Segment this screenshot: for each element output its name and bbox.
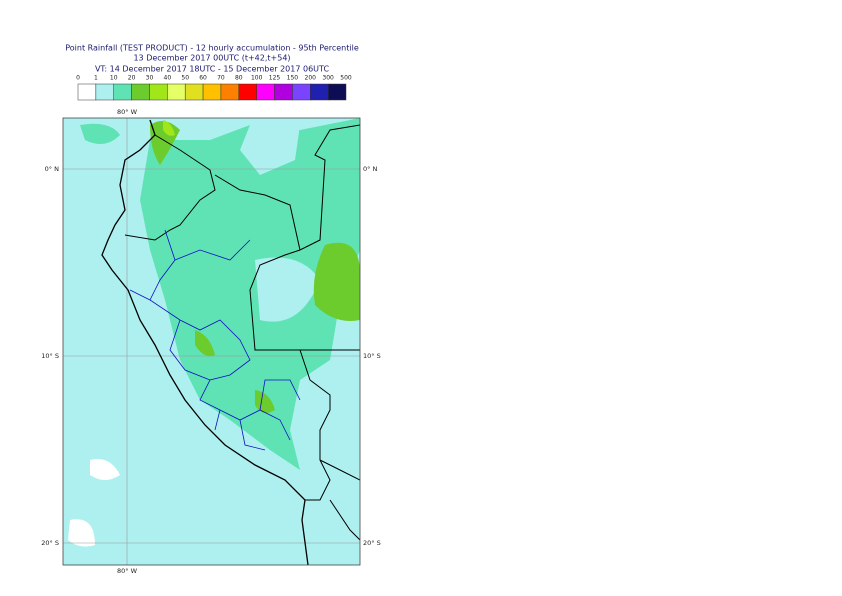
rain-area xyxy=(80,123,120,144)
legend-swatch xyxy=(256,83,275,101)
legend-threshold: 500 xyxy=(340,75,352,82)
dry-area xyxy=(68,519,95,547)
country-border xyxy=(124,124,360,541)
legend-threshold: 100 xyxy=(251,75,263,82)
rain-area xyxy=(313,242,360,321)
rain-area xyxy=(195,330,215,357)
legend-swatch xyxy=(274,83,293,101)
lat-label: 20° S xyxy=(363,539,381,547)
lat-label: 0° N xyxy=(45,165,59,173)
lat-label: 0° N xyxy=(363,165,377,173)
legend-swatch xyxy=(131,83,150,101)
legend-swatch xyxy=(113,83,132,101)
legend-swatch xyxy=(327,83,347,101)
map-frame xyxy=(62,117,361,566)
lat-label: 10° S xyxy=(41,352,59,360)
map-area xyxy=(63,118,360,565)
legend-swatch xyxy=(149,83,168,101)
legend-threshold: 10 xyxy=(110,75,118,82)
graticule xyxy=(63,118,360,565)
dry-area xyxy=(90,459,120,480)
legend-threshold: 1 xyxy=(94,75,98,82)
legend-swatch xyxy=(310,83,329,101)
rain-area xyxy=(163,120,175,136)
legend-swatch xyxy=(238,83,257,101)
lat-label: 10° S xyxy=(363,352,381,360)
legend-swatch xyxy=(202,83,222,101)
legend-swatch xyxy=(220,83,240,101)
region-border xyxy=(129,229,301,451)
legend-swatch xyxy=(167,83,186,101)
coastline xyxy=(101,119,309,565)
legend-threshold: 70 xyxy=(217,75,225,82)
legend-threshold: 0 xyxy=(76,75,80,82)
legend-threshold: 300 xyxy=(322,75,334,82)
dry-area xyxy=(240,125,300,175)
rain-area xyxy=(255,390,275,414)
legend-swatch xyxy=(77,83,97,101)
lon-label: 80° W xyxy=(117,567,138,575)
legend-threshold: 20 xyxy=(128,75,136,82)
dry-area xyxy=(255,257,320,322)
lon-label: 80° W xyxy=(117,108,138,116)
legend-swatch xyxy=(184,83,204,101)
legend-threshold: 150 xyxy=(287,75,299,82)
legend-swatch xyxy=(95,83,114,101)
legend-threshold: 40 xyxy=(164,75,172,82)
title: Point Rainfall (TEST PRODUCT) - 12 hourl… xyxy=(65,44,359,53)
legend-threshold: 50 xyxy=(181,75,189,82)
lat-label: 20° S xyxy=(41,539,59,547)
legend: 0 1 10 20 30 40 50 60 70 80 100 125 150 200 300 500 xyxy=(76,75,352,101)
legend-threshold: 80 xyxy=(235,75,243,82)
valid-time: VT: 14 December 2017 18UTC - 15 December… xyxy=(95,65,329,74)
legend-threshold: 60 xyxy=(199,75,207,82)
legend-threshold: 200 xyxy=(305,75,317,82)
legend-swatch xyxy=(292,83,311,101)
base-time: 13 December 2017 00UTC (t+42,t+54) xyxy=(133,54,290,63)
legend-threshold: 125 xyxy=(269,75,281,82)
axis-labels: 80° W 80° W 0° N 0° N 10° S 10° S 20° S 20° S xyxy=(41,108,380,575)
legend-threshold: 30 xyxy=(146,75,154,82)
